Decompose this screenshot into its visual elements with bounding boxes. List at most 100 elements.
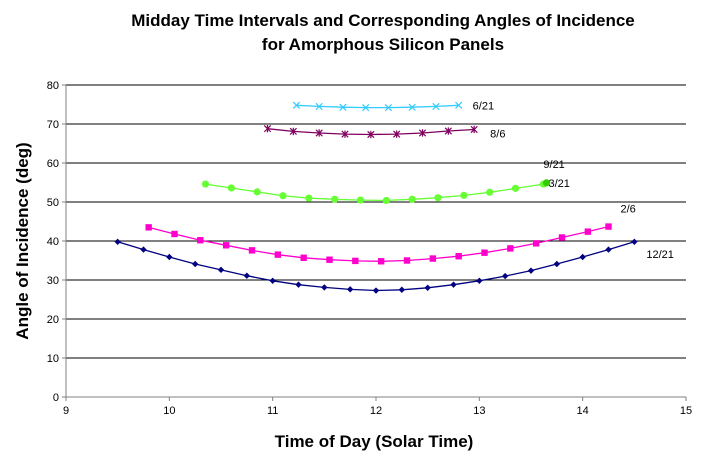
- series-label-12-21: 12/21: [646, 249, 674, 261]
- data-point: [191, 260, 199, 268]
- data-point: [579, 253, 586, 261]
- data-point: [398, 286, 406, 293]
- axes: [62, 84, 687, 401]
- data-point: [222, 242, 230, 249]
- series-line-9-21: [205, 183, 544, 202]
- data-point: [605, 246, 612, 253]
- y-tick-label-20: 20: [47, 314, 59, 326]
- data-point: [279, 192, 287, 200]
- data-point: [346, 286, 354, 293]
- data-point: [326, 256, 333, 263]
- y-tick-label-80: 80: [47, 80, 59, 92]
- data-point: [486, 188, 494, 196]
- series-3-21: [542, 179, 551, 187]
- data-point: [382, 196, 390, 205]
- data-point: [289, 127, 297, 136]
- x-tick-label-10: 10: [163, 405, 175, 417]
- data-point: [269, 277, 276, 284]
- data-point: [481, 249, 488, 256]
- data-point: [532, 240, 540, 247]
- data-point: [305, 194, 313, 202]
- series-label-8-6: 8/6: [490, 128, 505, 140]
- x-tick-label-11: 11: [267, 405, 278, 417]
- data-point: [321, 284, 328, 291]
- x-tick-label-15: 15: [680, 405, 692, 417]
- data-point: [362, 103, 370, 112]
- data-point: [114, 238, 121, 245]
- series-group: [114, 101, 638, 294]
- data-point: [429, 255, 437, 262]
- data-point: [217, 266, 225, 274]
- data-point: [171, 230, 178, 238]
- tick-labels: 0 10 20 30 40 50 60 70 80 9 10 11 12 13 14 15: [47, 80, 692, 417]
- series-line-6-21: [296, 104, 459, 109]
- series-line-2-6: [148, 225, 609, 262]
- data-point: [384, 103, 393, 112]
- data-point: [553, 260, 561, 268]
- x-tick-label-9: 9: [63, 405, 69, 417]
- y-tick-label-50: 50: [47, 197, 59, 209]
- series-label-9-21: 9/21: [543, 159, 564, 171]
- data-point: [434, 194, 442, 202]
- data-point: [393, 130, 401, 138]
- data-point: [476, 277, 483, 284]
- data-point: [145, 224, 152, 231]
- series-8-6: [263, 124, 478, 139]
- data-point: [455, 253, 462, 260]
- y-tick-label-10: 10: [47, 353, 59, 365]
- data-point: [248, 247, 256, 254]
- series-label-3-21: 3/21: [549, 178, 570, 190]
- data-point: [339, 103, 347, 111]
- data-point: [450, 281, 457, 288]
- series-9-21: [201, 180, 548, 205]
- data-point: [408, 195, 416, 203]
- data-point: [605, 223, 612, 230]
- y-tick-label-60: 60: [47, 158, 59, 170]
- data-point: [356, 196, 365, 204]
- data-point: [243, 272, 251, 279]
- data-point: [507, 245, 514, 252]
- data-point: [377, 258, 385, 265]
- data-point: [460, 191, 468, 199]
- data-point: [352, 257, 359, 265]
- series-12-21: [114, 238, 638, 294]
- data-point: [372, 287, 380, 294]
- data-point: [408, 103, 416, 111]
- chart-title-line2: for Amorphous Silicon Panels: [262, 35, 504, 54]
- data-point: [331, 195, 339, 203]
- data-point: [341, 130, 349, 138]
- series-6-21: [292, 101, 463, 112]
- data-point: [455, 101, 463, 109]
- data-point: [501, 272, 509, 280]
- data-point: [201, 180, 210, 188]
- data-point: [444, 127, 452, 135]
- data-point: [197, 237, 204, 244]
- data-point: [511, 184, 520, 192]
- data-point: [274, 251, 282, 258]
- data-point: [631, 238, 638, 245]
- data-point: [295, 281, 302, 288]
- data-point: [166, 253, 173, 261]
- y-tick-label-40: 40: [47, 236, 59, 248]
- x-axis-title: Time of Day (Solar Time): [275, 432, 474, 451]
- data-point: [558, 234, 566, 241]
- data-point: [584, 228, 592, 235]
- data-point: [300, 254, 307, 261]
- data-point: [403, 257, 411, 264]
- data-point: [542, 179, 551, 187]
- data-point: [470, 125, 478, 134]
- y-tick-label-70: 70: [47, 119, 59, 131]
- chart-title-line1: Midday Time Intervals and Corresponding …: [131, 11, 634, 30]
- grid-lines: [66, 84, 686, 359]
- series-labels: 6/21 8/6 9/21 3/21 2/6 12/21: [473, 100, 674, 261]
- data-point: [527, 267, 535, 274]
- series-label-6-21: 6/21: [473, 100, 494, 112]
- series-label-2-6: 2/6: [621, 204, 636, 216]
- data-point: [315, 102, 323, 111]
- series-2-6: [145, 223, 612, 265]
- data-point: [253, 188, 261, 196]
- data-point: [292, 101, 301, 109]
- data-point: [263, 124, 272, 133]
- data-point: [367, 130, 375, 139]
- data-point: [140, 246, 147, 253]
